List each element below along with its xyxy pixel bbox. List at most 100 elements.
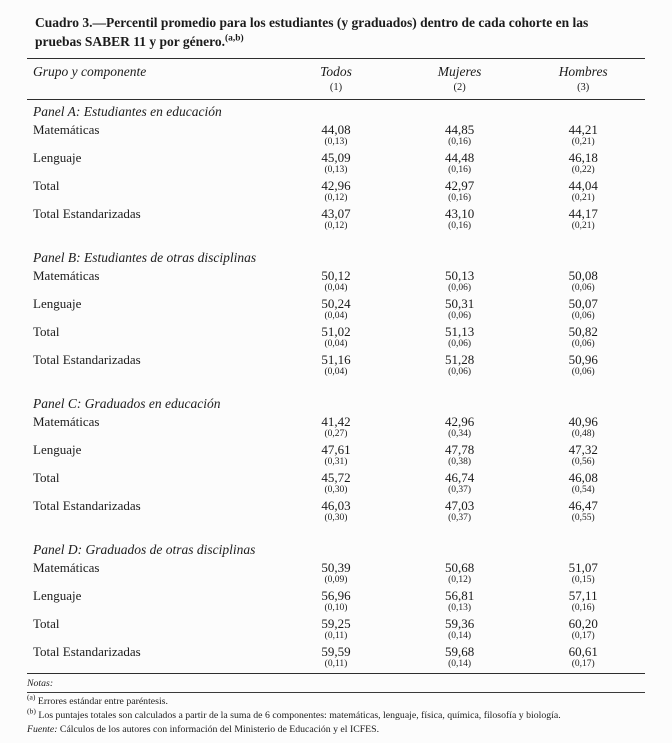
cell-standard-error: (0,14) <box>448 631 472 642</box>
standard-error-row: (0,04) (0,06) (0,06) <box>27 367 645 378</box>
cell-standard-error: (0,56) <box>571 457 595 468</box>
cell-standard-error: (0,06) <box>571 339 595 350</box>
row-label: Matemáticas <box>33 122 100 138</box>
table-row: Lenguaje 56,96 56,81 57,11 <box>27 586 645 603</box>
table-title-footnote-marker: (a,b) <box>225 33 244 44</box>
empty-cell <box>27 429 274 440</box>
cell-standard-error: (0,21) <box>571 193 595 204</box>
cell-value: 40,96 <box>568 414 598 430</box>
cell-standard-error: (0,38) <box>448 457 472 468</box>
panel-spacer <box>27 524 645 538</box>
panel-header-row: Panel C: Graduados en educación <box>27 392 645 412</box>
cell-standard-error: (0,06) <box>571 311 595 322</box>
table-row: Lenguaje 45,09 44,48 46,18 <box>27 148 645 165</box>
cell-value: 50,96 <box>568 352 598 368</box>
table-row: Total Estandarizadas 46,03 47,03 46,47 <box>27 496 645 513</box>
empty-cell <box>27 339 274 350</box>
notes-divider <box>27 692 645 694</box>
empty-cell <box>27 165 274 176</box>
standard-error-row: (0,12) (0,16) (0,21) <box>27 193 645 204</box>
row-label: Total <box>33 616 60 632</box>
table-row: Matemáticas 50,12 50,13 50,08 <box>27 266 645 283</box>
cell-standard-error: (0,12) <box>324 221 348 232</box>
empty-cell <box>27 457 274 468</box>
column-header-mujeres: Mujeres <box>437 64 482 80</box>
cell-value: 47,03 <box>444 498 475 514</box>
cell-standard-error: (0,13) <box>324 165 348 176</box>
column-header-todos: Todos <box>320 64 352 80</box>
standard-error-row: (0,30) (0,37) (0,54) <box>27 485 645 496</box>
column-number-3: (3) <box>521 80 645 101</box>
cell-value: 45,72 <box>321 470 351 486</box>
cell-standard-error: (0,04) <box>324 283 348 294</box>
source-text: Cálculos de los autores con información … <box>59 723 380 735</box>
table-notes: Notas: (a) Errores estándar entre parént… <box>27 674 645 737</box>
cell-value: 47,61 <box>321 442 351 458</box>
cell-value: 47,32 <box>568 442 598 458</box>
row-label: Lenguaje <box>33 150 82 166</box>
cell-value: 46,47 <box>568 498 598 514</box>
standard-error-row: (0,30) (0,37) (0,55) <box>27 513 645 524</box>
cell-value: 60,20 <box>568 616 598 632</box>
cell-standard-error: (0,04) <box>324 339 348 350</box>
row-label: Lenguaje <box>33 588 82 604</box>
cell-value: 51,13 <box>444 324 475 340</box>
standard-error-row: (0,13) (0,16) (0,21) <box>27 137 645 148</box>
cell-value: 44,48 <box>444 150 475 166</box>
top-divider <box>27 58 645 60</box>
cell-value: 50,07 <box>568 296 598 312</box>
empty-cell <box>27 603 274 614</box>
panel-title: Panel C: Graduados en educación <box>33 396 221 412</box>
column-number-2: (2) <box>397 80 522 101</box>
cell-value: 56,96 <box>321 588 351 604</box>
cell-value: 45,09 <box>321 150 351 166</box>
empty-cell <box>27 513 274 524</box>
standard-error-row: (0,27) (0,34) (0,48) <box>27 429 645 440</box>
column-header-group: Grupo y componente <box>33 64 147 80</box>
results-table: Grupo y componente Todos Mujeres Hombres… <box>27 59 645 670</box>
cell-standard-error: (0,17) <box>571 631 595 642</box>
column-number-row: (1) (2) (3) <box>27 80 645 101</box>
source-label: Fuente: <box>27 723 58 735</box>
cell-value: 51,02 <box>321 324 351 340</box>
cell-value: 42,96 <box>444 414 475 430</box>
cell-standard-error: (0,04) <box>324 367 348 378</box>
column-header-row: Grupo y componente Todos Mujeres Hombres <box>27 59 645 80</box>
cell-value: 51,28 <box>444 352 475 368</box>
cell-standard-error: (0,55) <box>571 513 595 524</box>
cell-value: 44,17 <box>568 206 598 222</box>
cell-value: 50,08 <box>568 268 598 284</box>
cell-value: 44,04 <box>568 178 598 194</box>
cell-standard-error: (0,21) <box>571 221 595 232</box>
empty-cell <box>27 193 274 204</box>
table-title-text: Cuadro 3.—Percentil promedio para los es… <box>35 15 589 50</box>
cell-standard-error: (0,16) <box>571 603 595 614</box>
empty-cell <box>27 137 274 148</box>
cell-standard-error: (0,11) <box>324 659 348 670</box>
column-number-1: (1) <box>274 80 398 101</box>
note-text: Errores estándar entre paréntesis. <box>37 695 168 707</box>
cell-value: 50,31 <box>444 296 475 312</box>
row-label: Total <box>33 178 60 194</box>
row-label: Total Estandarizadas <box>33 206 141 222</box>
cell-value: 50,82 <box>568 324 598 340</box>
cell-standard-error: (0,04) <box>324 311 348 322</box>
cell-standard-error: (0,30) <box>324 513 348 524</box>
cell-value: 51,16 <box>321 352 351 368</box>
cell-standard-error: (0,21) <box>571 137 595 148</box>
table-row: Total Estandarizadas 59,59 59,68 60,61 <box>27 642 645 659</box>
standard-error-row: (0,13) (0,16) (0,22) <box>27 165 645 176</box>
cell-value: 43,10 <box>444 206 475 222</box>
cell-value: 60,61 <box>568 644 598 660</box>
cell-standard-error: (0,06) <box>571 367 595 378</box>
panel-title: Panel A: Estudiantes en educación <box>33 104 222 120</box>
empty-cell <box>27 659 274 670</box>
table-row: Total 42,96 42,97 44,04 <box>27 176 645 193</box>
note-marker: (b) <box>27 706 36 716</box>
cell-standard-error: (0,16) <box>448 137 472 148</box>
row-label: Total <box>33 324 60 340</box>
cell-standard-error: (0,34) <box>448 429 472 440</box>
cell-value: 50,68 <box>444 560 475 576</box>
panel-spacer <box>27 232 645 246</box>
cell-value: 59,25 <box>321 616 351 632</box>
